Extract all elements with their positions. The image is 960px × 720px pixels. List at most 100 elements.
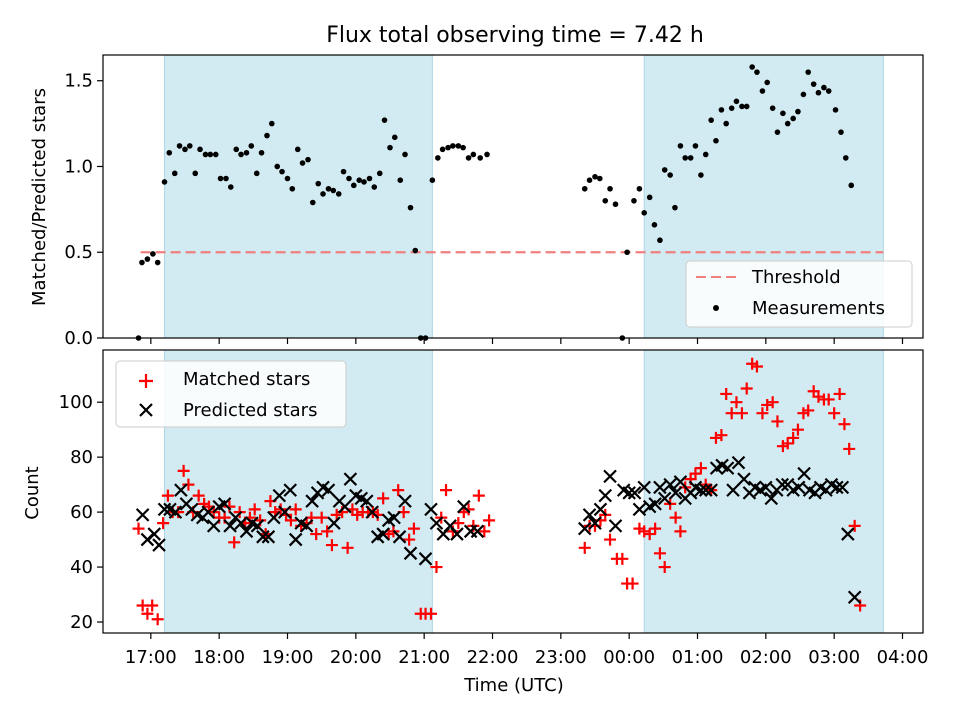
predicted-star-point [698,483,713,497]
x-tick-label: 19:00 [262,647,314,668]
matched-star-point [833,387,846,400]
matched-star-point [462,503,475,516]
y-tick-label: 0.0 [64,328,93,349]
matched-star-point [284,514,297,527]
predicted-star-point [343,472,358,486]
predicted-star-point [598,488,613,503]
measurement-point [749,64,755,70]
x-tick-label: 21:00 [398,647,450,668]
matched-star-point [351,508,364,521]
measurement-point [176,143,183,149]
measurement-point [366,175,373,182]
matched-star-point [828,407,841,420]
bottom-x-ticks: 17:00 18:00 19:00 20:00 21:00 22:00 23:00 00:00… [125,633,929,668]
predicted-star-point [737,472,751,486]
measurement-point [233,146,240,153]
matched-star-point [616,552,629,565]
measurement-point [832,107,839,113]
predicted-star-point [637,480,651,495]
predicted-star-point [418,552,433,566]
predicted-star-point [217,497,232,511]
predicted-star-point [673,475,688,489]
predicted-star-point [627,486,642,500]
measurement-point [842,155,849,161]
measurement-point [848,182,855,189]
measurement-point [677,143,684,149]
predicted-star-point [147,527,162,541]
measurement-point [186,143,193,149]
measurement-point [340,168,347,175]
measurement-point [402,151,408,158]
matched-star-point [843,442,856,455]
predicted-star-point [775,477,790,492]
top-legend-box [685,260,913,328]
matched-star-point [725,407,738,420]
measurement-point [371,184,378,190]
measurement-point [784,120,791,127]
measurement-point [692,143,699,149]
measurement-point [289,185,296,192]
measurement-point [320,191,326,197]
measurement-point [294,146,301,153]
measurement-point [465,155,472,161]
measurement-point [361,179,367,185]
matched-star-point [771,415,784,428]
y-tick-label: 1.0 [64,156,93,177]
measurement-point [672,204,678,211]
measurement-point [631,197,637,204]
top-y-ticks: 0.0 0.5 1.0 1.5 [64,71,103,349]
x-tick-label: 20:00 [330,647,382,668]
predicted-star-point [429,516,444,530]
x-tick-label: 01:00 [672,647,724,668]
matched-star-point [649,522,662,535]
matched-star-point [192,489,205,502]
matched-star-point [791,423,804,436]
measurement-point [258,149,265,156]
measurement-point [596,175,603,182]
predicted-star-point [174,483,188,497]
shaded-interval [164,54,433,339]
top-x-ticks [150,338,904,344]
measurement-point [335,191,342,197]
top-legend: Threshold Measurements [685,260,913,328]
measurement-point [739,103,745,110]
matched-star-point [407,522,420,535]
measurement-point [248,143,255,149]
predicted-star-point [582,508,597,522]
matched-star-point [848,519,861,532]
measurement-point [429,177,436,184]
y-tick-label: 0.5 [64,242,93,263]
x-tick-label: 02:00 [740,647,792,668]
legend-measurements-label: Measurements [752,298,885,319]
predicted-star-point [365,505,380,519]
measurement-point [299,160,306,166]
predicted-star-point [608,519,623,533]
bottom-legend-box [115,360,347,428]
matched-star-point [425,607,437,620]
matched-star-point [341,541,354,554]
matched-star-point [761,398,774,411]
measurement-point [723,120,729,127]
x-tick-label: 04:00 [877,647,929,668]
predicted-star-point [359,494,374,508]
measurement-point [305,156,311,163]
predicted-star-point [261,530,276,544]
predicted-star-point [731,455,746,470]
matched-star-point [325,539,338,552]
measurement-point [264,132,270,139]
measurement-point [391,134,398,141]
predicted-star-point [267,510,281,525]
measurement-point [346,175,352,182]
measurement-point [217,175,224,182]
y-tick-label: 40 [70,557,93,578]
measurement-point [743,103,750,110]
matched-star-point [720,387,733,400]
matched-star-point [151,613,164,626]
predicted-star-point [841,527,855,541]
measurement-point [150,251,156,257]
predicted-star-point [726,483,740,497]
matched-star-point [638,525,651,538]
matched-star-point [228,536,241,549]
matched-star-point [182,478,195,491]
